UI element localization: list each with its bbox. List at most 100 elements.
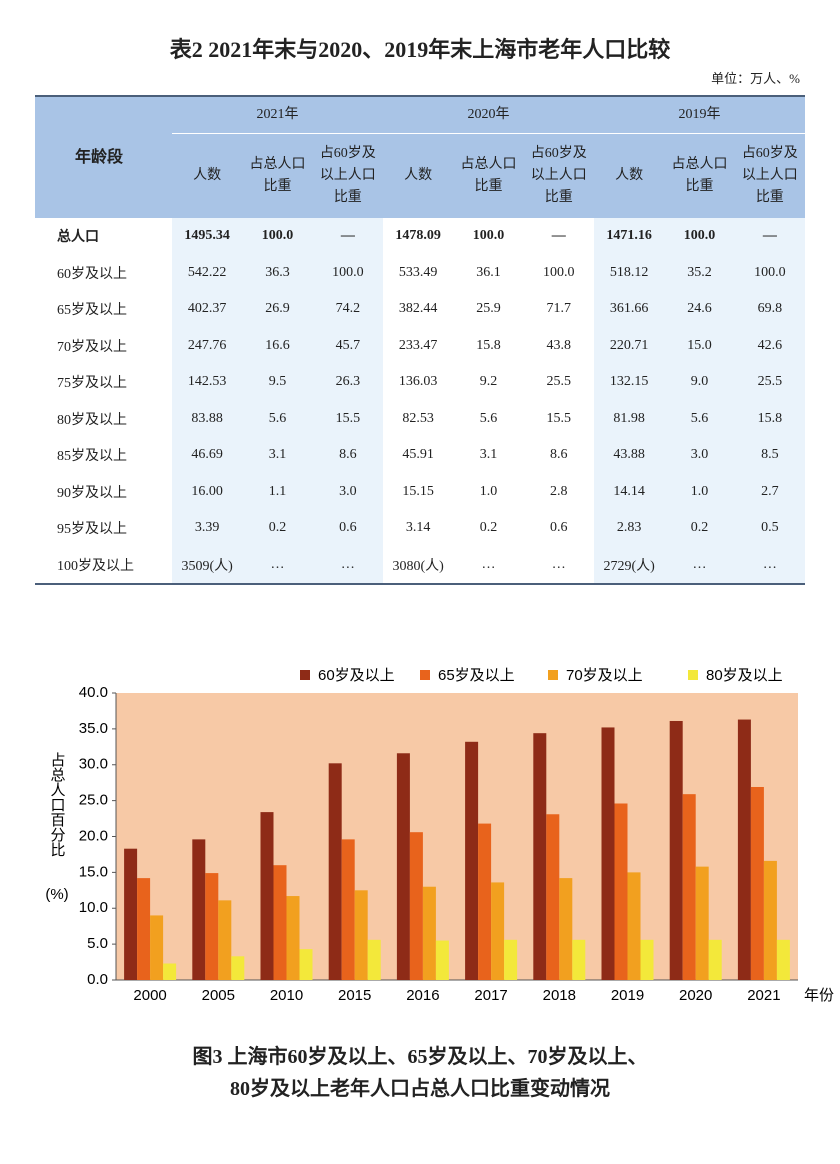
bar — [695, 866, 709, 980]
cell: 36.3 — [242, 254, 313, 291]
cell: 15.15 — [402, 483, 434, 499]
x-tick-label: 2017 — [474, 987, 507, 1004]
cell: … — [664, 546, 735, 584]
header-column: 占总人口比重 — [664, 133, 735, 218]
header-column: 占总人口比重 — [242, 133, 313, 218]
table-row: 总人口 1495.34 100.0—1478.09 100.0—1471.16 100.… — [35, 218, 805, 255]
table-title: 表2 2021年末与2020、2019年末上海市老年人口比较 — [169, 37, 671, 62]
x-tick-label: 2000 — [133, 987, 166, 1004]
bar — [328, 763, 342, 980]
cell: 100.0 — [312, 254, 383, 291]
bar — [286, 896, 300, 980]
bar — [218, 900, 232, 980]
cell: 16.6 — [242, 327, 313, 364]
header-age-group: 年龄段 — [35, 96, 172, 218]
bar — [341, 839, 355, 980]
cell: 2.8 — [550, 483, 568, 499]
table-row: 80岁及以上 83.88 5.6 15.5 82.53 5.6 15.5 81.98 5.6 15… — [35, 400, 805, 437]
chart-title: 图3 上海市60岁及以上、65岁及以上、70岁及以上、 — [192, 1046, 648, 1068]
cell: 382.44 — [398, 301, 438, 317]
header-column: 占60岁及以上人口比重 — [734, 133, 805, 218]
bar — [354, 890, 368, 980]
x-tick-label: 2020 — [679, 987, 712, 1004]
cell: 2.83 — [593, 510, 665, 547]
legend-label: 60岁及以上 — [318, 667, 395, 684]
cell: … — [734, 546, 805, 584]
cell: 8.6 — [312, 437, 383, 474]
cell: 542.22 — [172, 254, 243, 291]
chart-title: 80岁及以上老年人口占总人口比重变动情况 — [230, 1078, 610, 1100]
cell: 81.98 — [593, 400, 665, 437]
cell: 43.8 — [546, 337, 572, 353]
x-tick-label: 2010 — [270, 987, 303, 1004]
bar — [546, 814, 560, 980]
cell: 36.1 — [476, 264, 501, 280]
cell: 1.0 — [479, 483, 498, 499]
header-year: 2020年 — [382, 96, 594, 134]
cell: 9.5 — [242, 364, 313, 401]
header-column-text: 占总人口比重 — [460, 157, 517, 194]
x-tick-label: 2021 — [747, 987, 780, 1004]
header-year: 2019年 — [593, 96, 805, 134]
cell: 533.49 — [398, 264, 438, 280]
y-tick-label: 10.0 — [79, 899, 108, 916]
unit-note: 单位：万人、% — [711, 71, 800, 86]
cell: 16.00 — [172, 473, 243, 510]
cell: 2.7 — [734, 473, 805, 510]
cell: 100.0 — [664, 218, 735, 255]
header-column-text: 占60岁及以上人口比重 — [530, 146, 587, 205]
y-tick-label: 25.0 — [79, 792, 108, 809]
y-axis-unit: (%) — [45, 886, 68, 903]
bar — [504, 939, 518, 980]
header-column: 人数 — [172, 133, 243, 218]
table-row: 70岁及以上 247.76 16.6 45.7 233.47 15.8 43.8 220.71… — [35, 327, 805, 364]
cell: 0.2 — [242, 510, 313, 547]
cell: 15.8 — [734, 400, 805, 437]
bar — [750, 786, 764, 980]
cell: 15.5 — [546, 410, 572, 426]
cell: 0.6 — [550, 520, 568, 536]
cell: 1478.09 — [395, 228, 441, 244]
header-column: 人数 — [593, 133, 665, 218]
cell: 74.2 — [312, 291, 383, 328]
bar — [614, 803, 628, 980]
bar — [396, 753, 410, 980]
y-tick-label: 40.0 — [79, 684, 108, 701]
bar — [205, 873, 219, 980]
cell: 3080(人) — [392, 558, 444, 574]
x-tick-label: 2019 — [611, 987, 644, 1004]
cell: 3.0 — [312, 473, 383, 510]
bar — [682, 794, 696, 980]
cell: 3.0 — [664, 437, 735, 474]
cell: — — [312, 218, 383, 255]
y-tick-label: 20.0 — [79, 827, 108, 844]
bar — [409, 832, 423, 980]
cell: 1.0 — [664, 473, 735, 510]
cell: 3.1 — [479, 447, 498, 463]
cell: … — [312, 546, 383, 584]
header-column: 占总人口比重 — [453, 133, 524, 218]
header-column-text: 占总人口比重 — [249, 157, 306, 194]
bar — [737, 719, 751, 980]
legend-swatch — [548, 670, 558, 680]
y-tick-label: 15.0 — [79, 863, 108, 880]
header-column-text: 人数 — [404, 168, 433, 183]
bar — [572, 939, 586, 980]
bar — [435, 940, 449, 980]
header-column-text: 人数 — [615, 168, 644, 183]
y-tick-label: 0.0 — [87, 971, 108, 988]
bar — [260, 812, 274, 980]
bar — [601, 727, 615, 980]
y-tick-label: 5.0 — [87, 935, 108, 952]
chart: 占总人口百分比 (%) 年份 0.0 5.0 10.0 15.0 20.0 25.0 30.… — [45, 667, 834, 1004]
cell: — — [551, 228, 566, 244]
cell: 26.9 — [242, 291, 313, 328]
cell: 45.91 — [402, 447, 434, 463]
y-axis-label: 占总人口百分比 — [49, 752, 66, 857]
cell: 46.69 — [172, 437, 243, 474]
cell: 9.2 — [479, 374, 498, 390]
cell: 132.15 — [593, 364, 665, 401]
bar — [163, 963, 177, 980]
cell: 5.6 — [479, 410, 498, 426]
